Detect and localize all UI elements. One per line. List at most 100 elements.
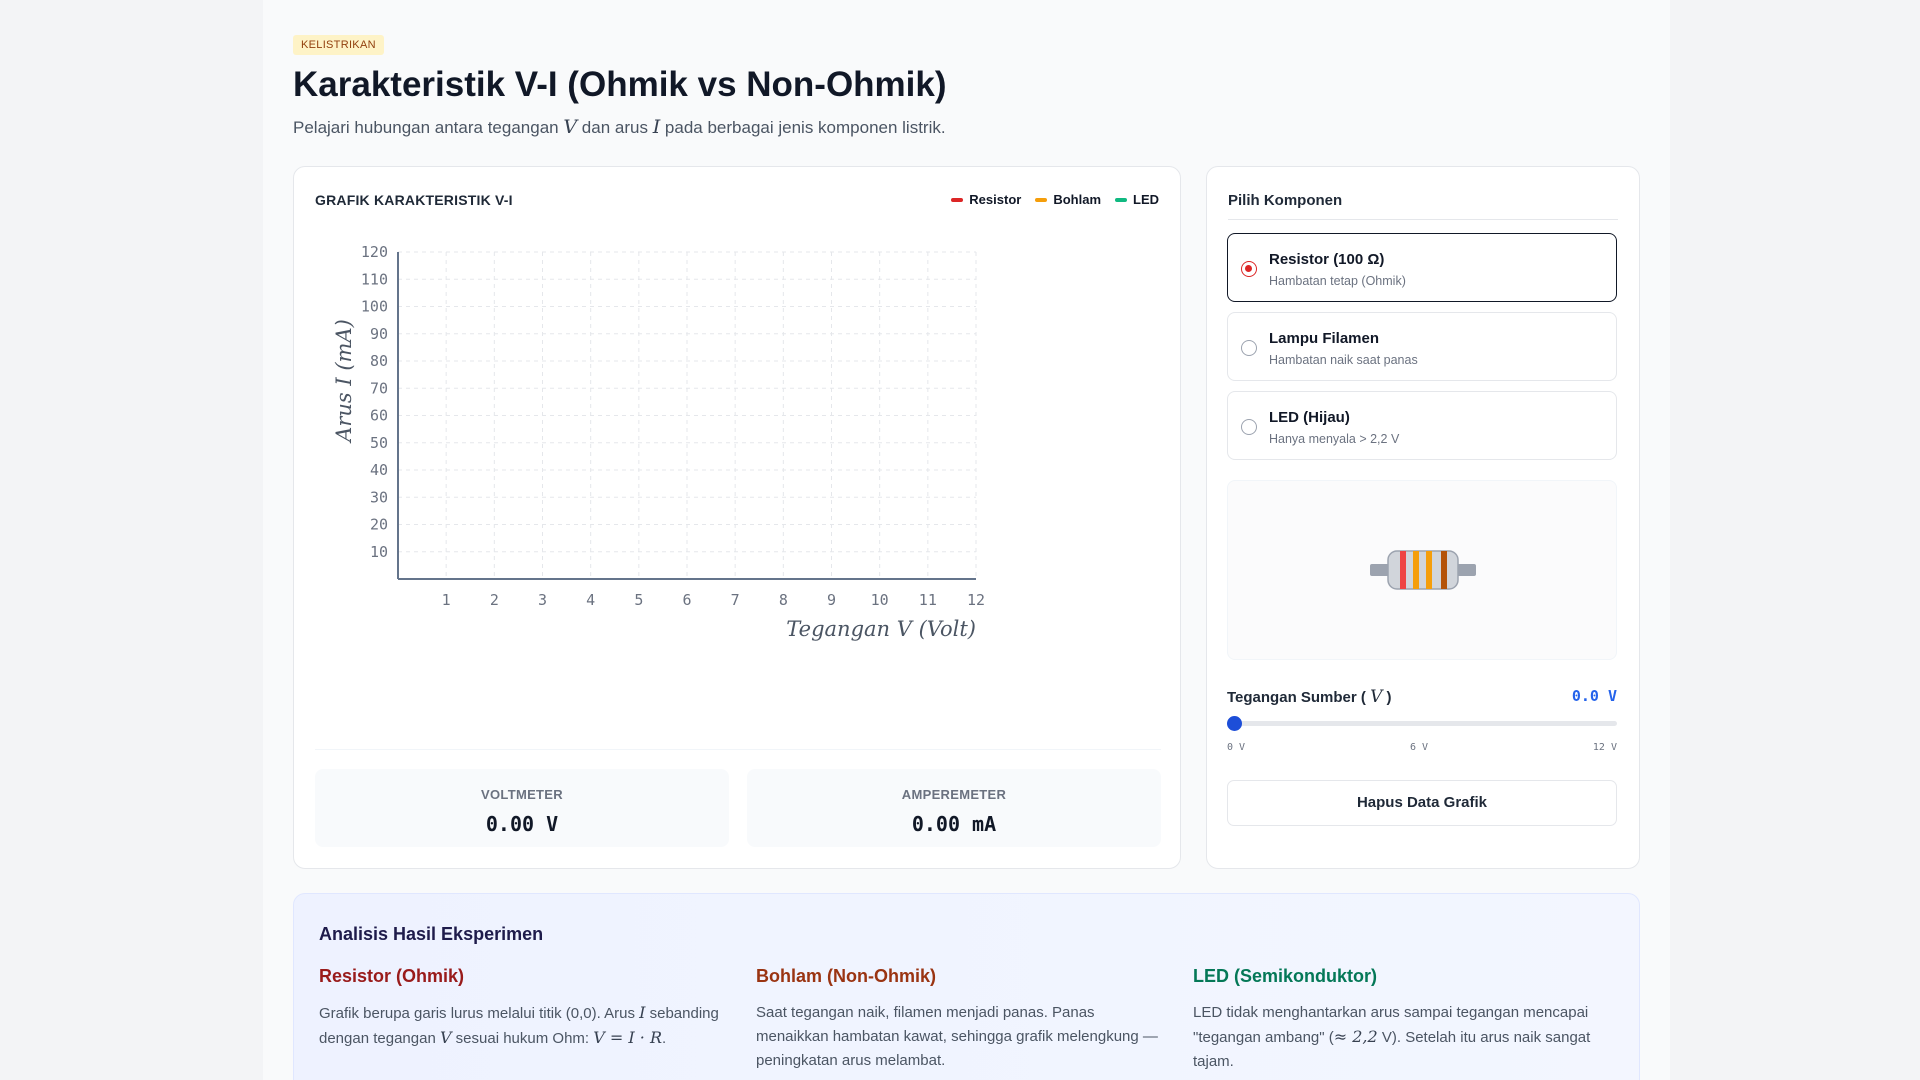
y-tick-label: 60 <box>370 407 388 425</box>
text-part: LED tidak menghantarkan arus sampai tega… <box>1193 1004 1589 1046</box>
resistor-icon <box>1370 550 1476 590</box>
option-name: Lampu Filamen <box>1269 330 1380 347</box>
text-part: sesuai hukum Ohm: <box>451 1030 594 1047</box>
y-tick-label: 40 <box>370 461 388 479</box>
option-name: Resistor (100 Ω) <box>1269 251 1385 268</box>
resistor-band <box>1426 551 1432 589</box>
y-tick-label: 110 <box>361 270 388 288</box>
option-desc: Hambatan naik saat panas <box>1269 353 1418 367</box>
math-var: V <box>439 1028 452 1047</box>
subtitle-part: pada berbagai jenis komponen listrik. <box>660 118 946 137</box>
option-led[interactable]: LED (Hijau) Hanya menyala > 2,2 V <box>1227 391 1617 460</box>
voltage-slider[interactable] <box>1227 716 1617 731</box>
voltage-label-text: ) <box>1382 689 1392 706</box>
x-tick-label: 2 <box>490 591 499 609</box>
y-tick-label: 90 <box>370 325 388 343</box>
text-part: sebanding dengan tegangan <box>319 1005 719 1047</box>
y-tick-label: 70 <box>370 379 388 397</box>
analysis-text: Grafik berupa garis lurus melalui titik … <box>319 1001 734 1051</box>
graph-card: GRAFIK KARAKTERISTIK V-I Resistor Bohlam… <box>293 166 1181 869</box>
option-lampu-filamen[interactable]: Lampu Filamen Hambatan naik saat panas <box>1227 312 1617 381</box>
y-tick-label: 50 <box>370 434 388 452</box>
legend-item-bohlam: Bohlam <box>1035 192 1101 207</box>
x-axis-label: Tegangan V (Volt) <box>786 617 976 641</box>
voltmeter-value: 0.00 V <box>485 812 559 836</box>
legend-label: LED <box>1133 192 1159 207</box>
legend-label: Bohlam <box>1053 192 1101 207</box>
analysis-heading: Bohlam (Non-Ohmik) <box>756 966 936 986</box>
option-resistor[interactable]: Resistor (100 Ω) Hambatan tetap (Ohmik) <box>1227 233 1617 302</box>
category-tag: KELISTRIKAN <box>293 35 384 55</box>
slider-thumb[interactable] <box>1227 716 1242 731</box>
x-tick-label: 12 <box>967 591 985 609</box>
divider <box>315 749 1161 750</box>
page: KELISTRIKAN Karakteristik V-I (Ohmik vs … <box>263 0 1670 1080</box>
voltage-label: Tegangan Sumber ( V ) <box>1227 687 1392 707</box>
y-tick-label: 10 <box>370 543 388 561</box>
x-tick-label: 7 <box>731 591 740 609</box>
analysis-resistor: Resistor (Ohmik) Grafik berupa garis lur… <box>319 966 734 1051</box>
var-v: V <box>563 116 578 138</box>
legend-label: Resistor <box>969 192 1022 207</box>
radio-icon[interactable] <box>1241 340 1257 356</box>
x-tick-label: 10 <box>871 591 889 609</box>
y-tick-label: 120 <box>361 243 388 261</box>
vi-chart[interactable]: 1 2 3 4 5 6 7 8 9 10 11 121020304050607080901001101… <box>294 222 1182 652</box>
option-name: LED (Hijau) <box>1269 409 1350 426</box>
analysis-led: LED (Semikonduktor) LED tidak menghantar… <box>1193 966 1608 1074</box>
chart-legend: Resistor Bohlam LED <box>951 192 1159 207</box>
legend-swatch <box>1115 197 1127 202</box>
legend-swatch <box>951 197 964 202</box>
x-tick-label: 9 <box>827 591 836 609</box>
analysis-bohlam: Bohlam (Non-Ohmik) Saat tegangan naik, f… <box>756 966 1171 1073</box>
analysis-heading: LED (Semikonduktor) <box>1193 966 1378 986</box>
analysis-text: LED tidak menghantarkan arus sampai tega… <box>1193 1001 1608 1074</box>
voltage-label-text: Tegangan Sumber ( <box>1227 689 1371 706</box>
option-desc: Hanya menyala > 2,2 V <box>1269 432 1400 446</box>
page-title: Karakteristik V-I (Ohmik vs Non-Ohmik) <box>293 65 947 104</box>
analysis-text: Saat tegangan naik, filamen menjadi pana… <box>756 1004 1158 1069</box>
text-part: V). Setelah itu arus naik sangat tajam. <box>1193 1029 1591 1070</box>
voltage-value: 0.0 V <box>1571 687 1617 705</box>
y-tick-label: 80 <box>370 352 388 370</box>
x-tick-label: 3 <box>538 591 547 609</box>
x-tick-label: 11 <box>919 591 937 609</box>
analysis-panel: Analisis Hasil Eksperimen Resistor (Ohmi… <box>293 893 1640 1080</box>
x-tick-label: 8 <box>779 591 788 609</box>
text-part: . <box>662 1030 667 1047</box>
slider-mid-label: 6 V <box>1410 742 1429 753</box>
slider-max-label: 12 V <box>1592 742 1617 753</box>
y-tick-label: 100 <box>361 298 388 316</box>
component-picker-title: Pilih Komponen <box>1228 192 1343 209</box>
divider <box>1228 219 1618 220</box>
y-tick-label: 30 <box>370 488 388 506</box>
voltmeter-label: VOLTMETER <box>481 787 563 802</box>
amperemeter-label: AMPEREMETER <box>901 787 1007 802</box>
voltmeter-display: VOLTMETER 0.00 V <box>315 769 729 847</box>
resistor-band <box>1400 551 1406 589</box>
math-var: I <box>639 1003 646 1022</box>
x-tick-label: 6 <box>682 591 691 609</box>
math-formula: V = I · R <box>593 1028 663 1047</box>
slider-min-label: 0 V <box>1227 742 1246 753</box>
var-i: I <box>652 116 661 138</box>
page-subtitle: Pelajari hubungan antara tegangan V dan … <box>293 116 946 138</box>
subtitle-part: dan arus <box>577 118 653 137</box>
legend-item-resistor: Resistor <box>951 192 1021 207</box>
y-axis-label: Arus I (mA) <box>332 319 356 444</box>
control-card: Pilih Komponen Resistor (100 Ω) Hambatan… <box>1206 166 1640 869</box>
clear-graph-button[interactable]: Hapus Data Grafik <box>1227 780 1617 826</box>
x-tick-label: 1 <box>442 591 451 609</box>
y-tick-label: 20 <box>370 516 388 534</box>
resistor-body <box>1387 550 1459 590</box>
option-desc: Hambatan tetap (Ohmik) <box>1269 274 1406 288</box>
content: KELISTRIKAN Karakteristik V-I (Ohmik vs … <box>293 0 1640 1080</box>
radio-selected-icon[interactable] <box>1241 261 1257 277</box>
math-var: ≈ 2,2 <box>1333 1027 1378 1046</box>
amperemeter-display: AMPEREMETER 0.00 mA <box>747 769 1161 847</box>
resistor-band <box>1413 551 1419 589</box>
analysis-title: Analisis Hasil Eksperimen <box>319 924 544 944</box>
radio-icon[interactable] <box>1241 419 1257 435</box>
analysis-heading: Resistor (Ohmik) <box>319 966 465 986</box>
legend-swatch <box>1035 197 1048 202</box>
